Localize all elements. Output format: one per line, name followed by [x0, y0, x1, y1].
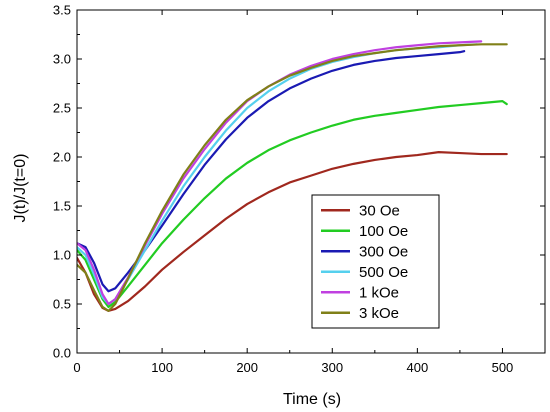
x-tick-label: 500	[492, 360, 514, 375]
x-tick-label: 300	[321, 360, 343, 375]
legend: 30 Oe 100 Oe 300 Oe 500 Oe 1 kOe 3 kOe	[311, 194, 440, 329]
x-axis-title: Time (s)	[283, 391, 341, 408]
y-tick-label: 1.5	[53, 199, 71, 214]
y-axis-title: J(t)/J(t=0)	[12, 154, 29, 223]
y-tick-label: 3.0	[53, 52, 71, 67]
legend-label: 30 Oe	[359, 202, 400, 219]
y-tick-label: 1.0	[53, 248, 71, 263]
y-tick-label: 0.0	[53, 346, 71, 361]
legend-label: 500 Oe	[359, 264, 408, 281]
series-line-4	[77, 40, 483, 306]
x-tick-label: 200	[236, 360, 258, 375]
series-line-2	[77, 50, 466, 293]
series-line-0	[77, 151, 508, 312]
legend-label: 3 kOe	[359, 305, 399, 322]
series-line-1	[77, 100, 508, 309]
x-tick-label: 100	[151, 360, 173, 375]
y-tick-label: 0.5	[53, 297, 71, 312]
axes: 0 100 200 300 400 500 0.0 0.5 1.0 1.5 2.0 2.5 3.0 3.5	[53, 3, 546, 375]
x-tick-label: 400	[407, 360, 429, 375]
y-tick-label: 2.0	[53, 150, 71, 165]
legend-label: 100 Oe	[359, 223, 408, 240]
y-tick-label: 2.5	[53, 101, 71, 116]
legend-box	[311, 194, 440, 329]
legend-label: 1 kOe	[359, 284, 399, 301]
plot-area	[77, 40, 508, 312]
series-line-5	[77, 43, 508, 312]
plot-frame	[76, 9, 546, 354]
legend-label: 300 Oe	[359, 243, 408, 260]
x-tick-label: 0	[73, 360, 80, 375]
y-tick-label: 3.5	[53, 3, 71, 18]
